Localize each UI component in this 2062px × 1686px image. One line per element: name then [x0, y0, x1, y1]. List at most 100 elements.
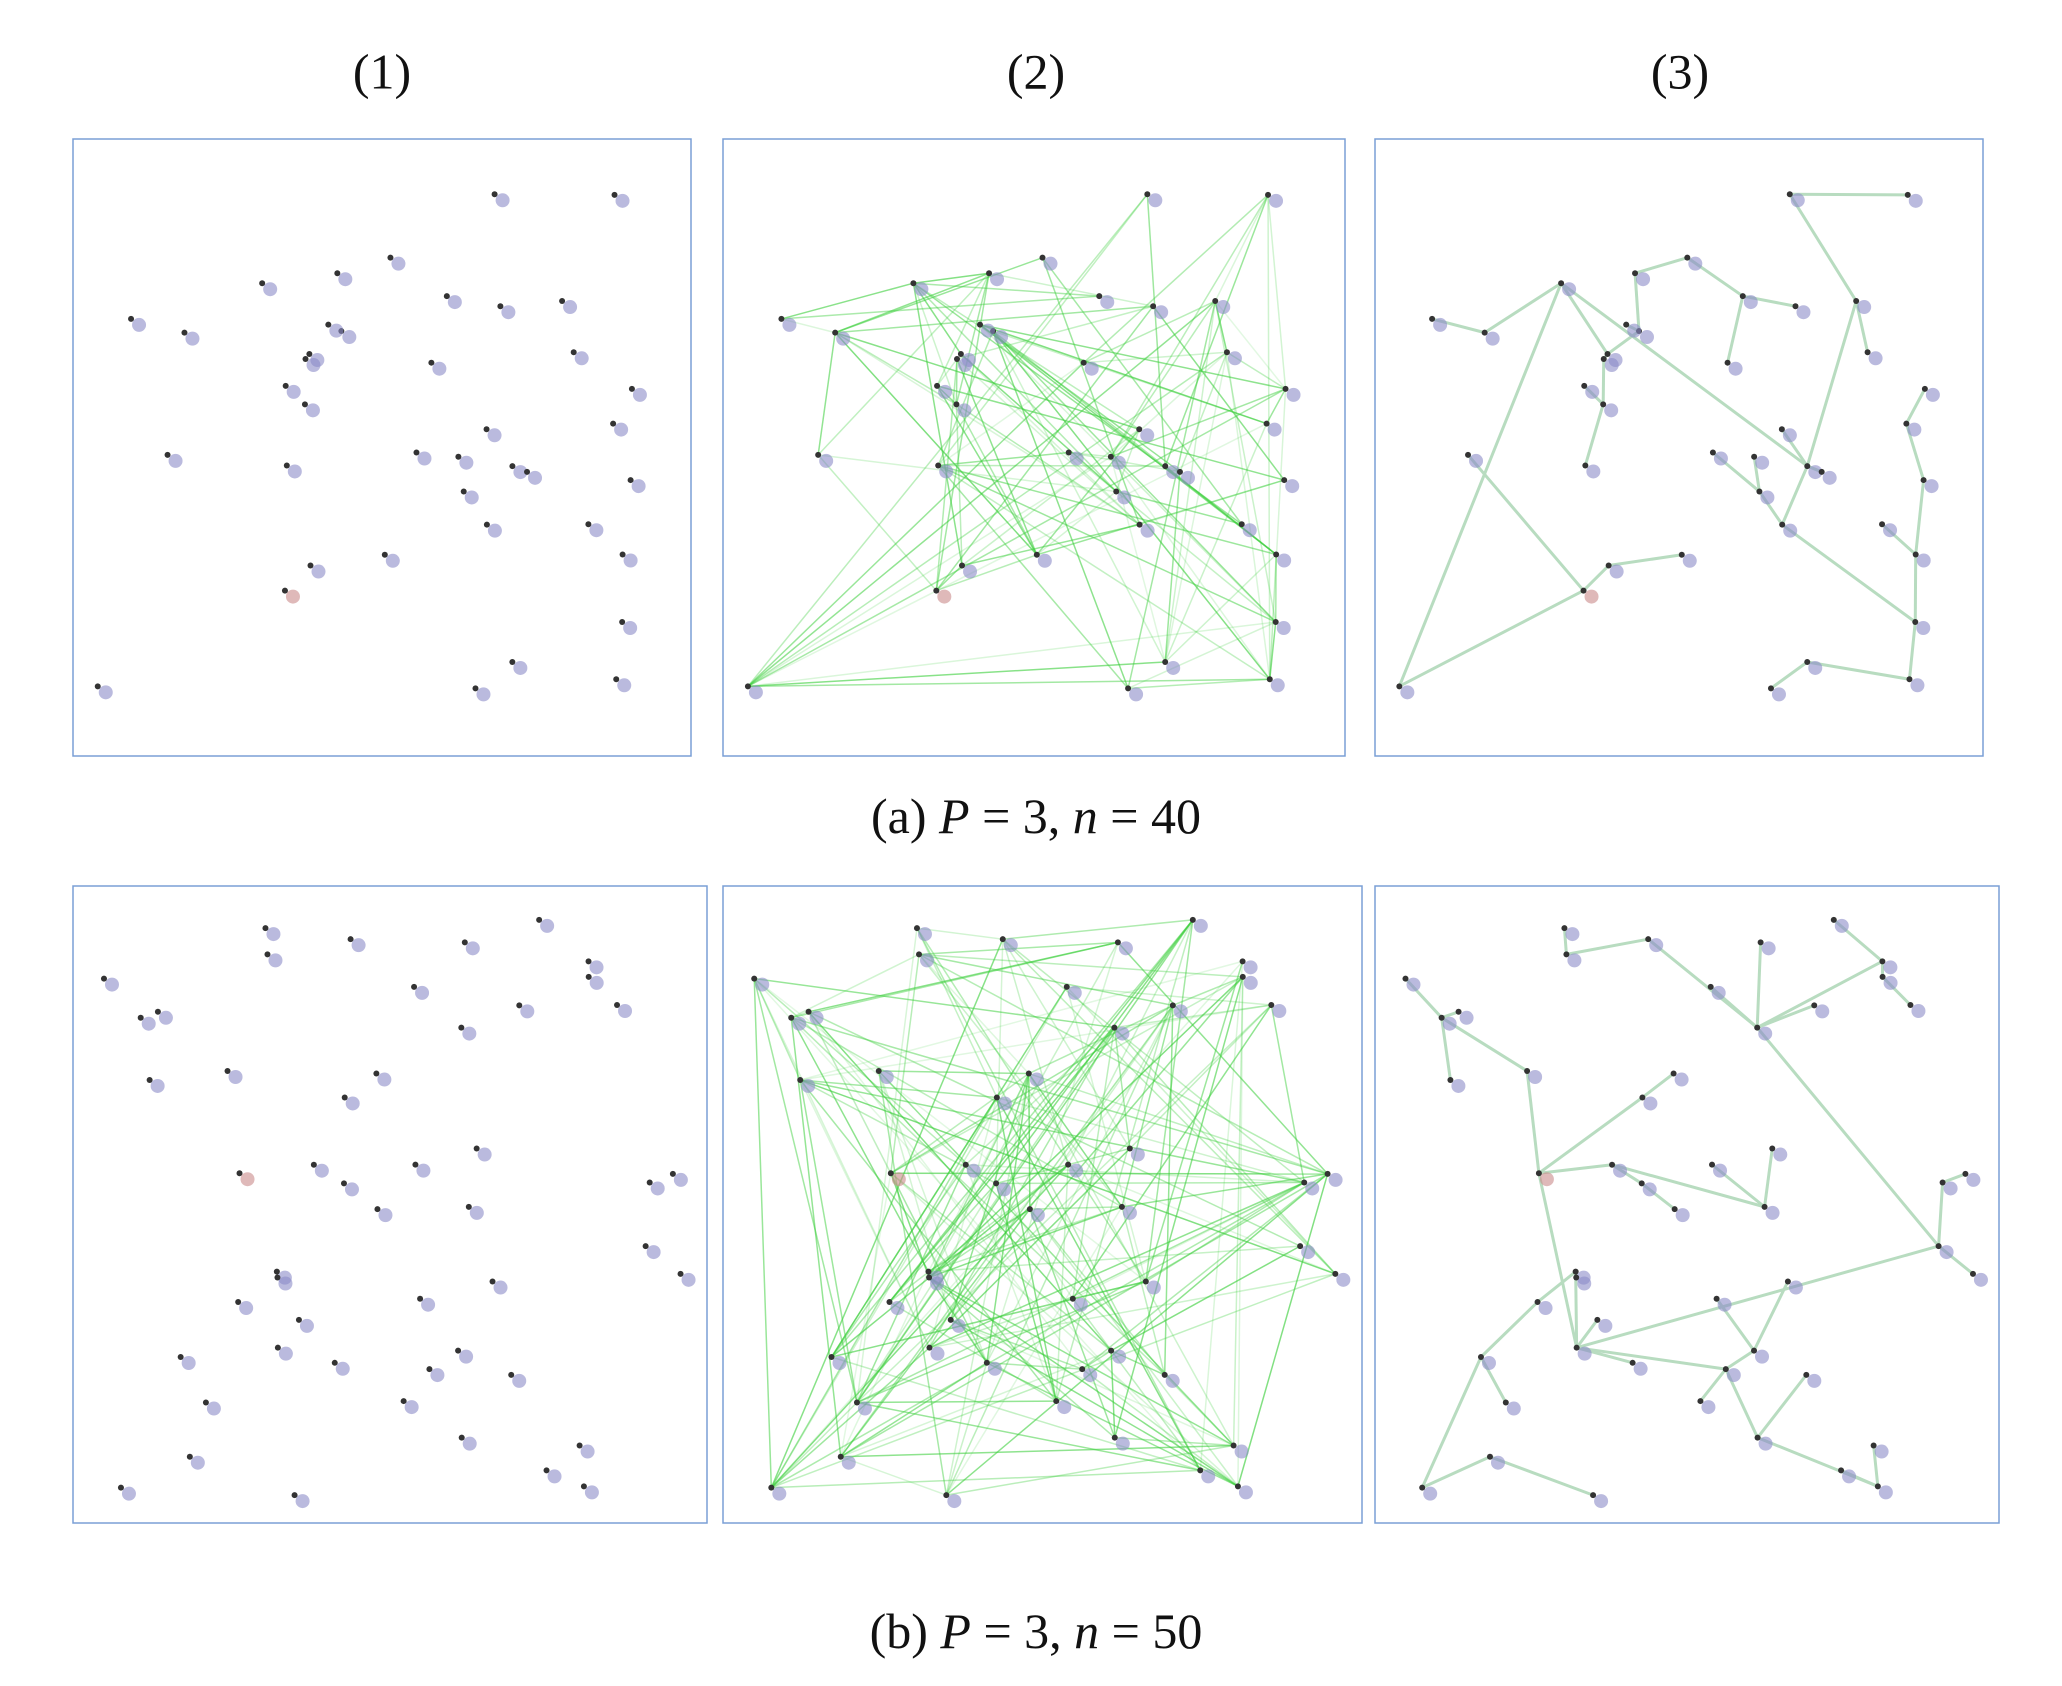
edge	[1756, 960, 1884, 1029]
node-halo	[957, 403, 972, 418]
node-halo	[1277, 553, 1292, 568]
node	[828, 1354, 835, 1361]
edge	[995, 1183, 1074, 1300]
node-halo	[404, 1400, 419, 1415]
node	[1573, 1274, 1580, 1281]
edge	[800, 1004, 1272, 1081]
edge	[1214, 194, 1269, 302]
node	[1026, 1206, 1033, 1213]
edge	[1756, 1026, 1940, 1248]
node-halo	[487, 523, 502, 538]
node-halo	[914, 282, 929, 297]
edge	[1127, 300, 1216, 689]
node-halo	[1242, 523, 1257, 538]
edge	[1110, 456, 1166, 663]
node-halo	[1711, 985, 1726, 1000]
edge	[1110, 388, 1286, 458]
node-halo	[287, 464, 302, 479]
node	[1144, 191, 1151, 198]
edge	[956, 403, 1140, 526]
edge	[1067, 1163, 1336, 1275]
edge	[890, 1172, 1328, 1175]
node-halo	[1270, 678, 1285, 693]
node	[1903, 420, 1910, 427]
node-halo	[314, 1163, 329, 1178]
node	[224, 1068, 231, 1075]
node-halo	[1743, 295, 1758, 310]
node	[934, 382, 941, 389]
node-halo	[930, 1346, 945, 1361]
node-halo	[1633, 1361, 1648, 1376]
caption-part: (a)	[871, 788, 939, 844]
node-halo	[206, 1401, 221, 1416]
edge	[992, 330, 1271, 680]
edge	[1634, 256, 1688, 275]
node	[585, 973, 592, 980]
node-halo	[1728, 361, 1743, 376]
node-halo	[1567, 953, 1582, 968]
node-halo	[1173, 1004, 1188, 1019]
edge	[890, 954, 920, 1174]
node-halo	[345, 1096, 360, 1111]
edge	[1114, 1004, 1272, 1029]
node-halo	[1701, 1400, 1716, 1415]
node	[815, 451, 822, 458]
edge	[1781, 523, 1917, 624]
node	[1629, 1359, 1636, 1366]
node-halo	[1924, 479, 1939, 494]
panel-frame	[72, 885, 708, 1524]
edge	[912, 283, 963, 566]
node	[413, 449, 420, 456]
edge	[1110, 300, 1216, 458]
node-halo	[809, 1010, 824, 1025]
node	[1080, 359, 1087, 366]
node-halo	[997, 1096, 1012, 1111]
node	[1297, 1243, 1304, 1250]
node-halo	[342, 330, 357, 345]
node	[1477, 1354, 1484, 1361]
node	[543, 1467, 550, 1474]
node	[1169, 1002, 1176, 1009]
node-halo	[930, 1276, 945, 1291]
node	[1804, 658, 1811, 665]
node-halo	[1118, 941, 1133, 956]
edge	[856, 927, 918, 1403]
node	[274, 1344, 281, 1351]
edge	[1164, 553, 1277, 663]
node	[259, 280, 266, 287]
edge	[916, 927, 1147, 1282]
edge	[856, 1004, 1272, 1404]
node-halo	[1539, 1172, 1554, 1187]
node-halo	[632, 387, 647, 402]
node-halo	[104, 977, 119, 992]
node-halo	[1627, 323, 1642, 338]
node	[1161, 1371, 1168, 1378]
node	[411, 983, 418, 990]
edge	[956, 358, 1038, 556]
node	[117, 1484, 124, 1491]
node-halo	[801, 1078, 816, 1093]
node	[1197, 1467, 1204, 1474]
edge	[1028, 1004, 1174, 1075]
node-halo	[1115, 1026, 1130, 1041]
edge	[937, 464, 1277, 623]
edge	[1806, 660, 1910, 681]
node	[1272, 618, 1279, 625]
edge	[1483, 281, 1562, 334]
node	[1709, 1161, 1716, 1168]
node	[933, 587, 940, 594]
node-halo	[378, 1208, 393, 1223]
edge	[1724, 1349, 1755, 1371]
edge	[986, 942, 1119, 1364]
node	[1604, 351, 1611, 358]
node-halo	[1842, 1469, 1857, 1484]
node	[1864, 349, 1871, 356]
node-halo	[462, 1436, 477, 1451]
node	[100, 975, 107, 982]
edge	[918, 953, 1328, 1175]
node	[1920, 477, 1927, 484]
node-halo	[495, 193, 510, 208]
node	[536, 916, 543, 923]
caption: (a) P = 3, n = 40	[871, 788, 1201, 844]
edge	[945, 1206, 1123, 1496]
